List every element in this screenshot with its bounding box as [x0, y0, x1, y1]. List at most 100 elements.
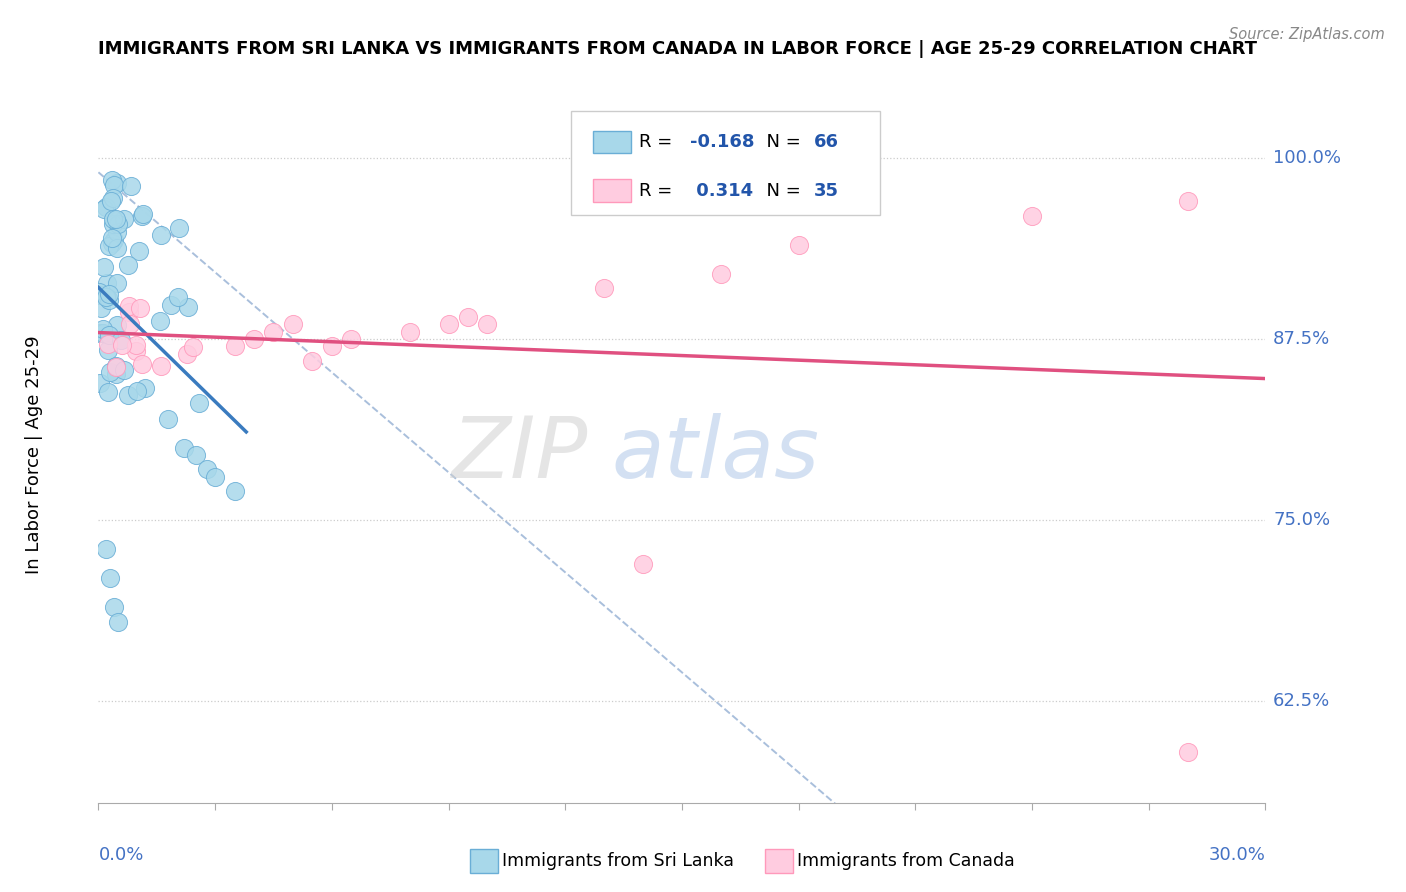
- Point: [111, 337, 134, 351]
- Text: R =: R =: [638, 133, 678, 151]
- Point: [118, 305, 141, 319]
- Text: 62.5%: 62.5%: [1274, 692, 1330, 710]
- Point: [131, 209, 153, 223]
- Point: [159, 298, 181, 312]
- Text: Immigrants from Canada: Immigrants from Canada: [797, 852, 1015, 870]
- Point: [117, 299, 139, 313]
- Text: ZIP: ZIP: [453, 413, 589, 497]
- Point: [149, 359, 172, 373]
- Point: [101, 191, 124, 205]
- Point: [183, 340, 205, 354]
- Point: [98, 286, 121, 301]
- Point: [96, 290, 118, 304]
- Point: [98, 366, 121, 380]
- Point: [103, 233, 125, 247]
- Point: [593, 281, 616, 295]
- Point: [90, 301, 112, 315]
- Point: [631, 557, 654, 571]
- Point: [262, 325, 284, 339]
- Point: [93, 202, 115, 216]
- Text: 66: 66: [814, 133, 839, 151]
- Point: [131, 357, 153, 371]
- Point: [243, 332, 266, 346]
- Point: [105, 276, 128, 290]
- Point: [103, 600, 125, 615]
- Point: [131, 207, 153, 221]
- Point: [301, 353, 323, 368]
- Point: [321, 339, 343, 353]
- Point: [96, 542, 118, 557]
- Point: [114, 212, 136, 227]
- Point: [107, 176, 129, 190]
- FancyBboxPatch shape: [571, 111, 880, 215]
- Text: IMMIGRANTS FROM SRI LANKA VS IMMIGRANTS FROM CANADA IN LABOR FORCE | AGE 25-29 C: IMMIGRANTS FROM SRI LANKA VS IMMIGRANTS …: [98, 40, 1257, 58]
- Point: [188, 395, 211, 409]
- Point: [281, 318, 304, 332]
- Point: [117, 258, 139, 272]
- Point: [93, 260, 115, 274]
- Point: [224, 339, 246, 353]
- Point: [96, 276, 118, 290]
- Point: [787, 237, 810, 252]
- Point: [195, 462, 218, 476]
- Text: 30.0%: 30.0%: [1209, 847, 1265, 864]
- Point: [173, 441, 195, 455]
- Text: N =: N =: [755, 133, 807, 151]
- Point: [157, 411, 180, 425]
- Point: [100, 173, 122, 187]
- Point: [477, 318, 499, 332]
- Point: [105, 367, 128, 381]
- Point: [184, 448, 207, 462]
- Point: [97, 384, 120, 399]
- Text: Immigrants from Sri Lanka: Immigrants from Sri Lanka: [502, 852, 734, 870]
- Point: [101, 235, 124, 250]
- Point: [97, 293, 120, 308]
- Point: [340, 332, 363, 346]
- Point: [105, 318, 128, 332]
- Point: [166, 290, 188, 304]
- Point: [107, 615, 129, 629]
- Point: [87, 285, 110, 299]
- Point: [176, 347, 198, 361]
- Point: [437, 318, 460, 332]
- Point: [100, 194, 122, 208]
- Point: [150, 228, 173, 243]
- Point: [96, 290, 118, 304]
- Point: [89, 287, 111, 301]
- Point: [125, 344, 148, 359]
- Point: [128, 244, 150, 259]
- Point: [398, 325, 420, 339]
- Point: [91, 322, 114, 336]
- Text: Source: ZipAtlas.com: Source: ZipAtlas.com: [1229, 27, 1385, 42]
- Point: [89, 326, 111, 340]
- Text: -0.168: -0.168: [690, 133, 755, 151]
- Point: [1021, 209, 1043, 223]
- Point: [89, 376, 111, 390]
- Point: [177, 300, 200, 314]
- Point: [105, 241, 128, 255]
- Point: [112, 363, 135, 377]
- FancyBboxPatch shape: [593, 131, 630, 153]
- Text: 35: 35: [814, 182, 839, 200]
- Text: 0.0%: 0.0%: [98, 847, 143, 864]
- Text: 100.0%: 100.0%: [1274, 149, 1341, 167]
- Text: 75.0%: 75.0%: [1274, 511, 1330, 529]
- Point: [224, 484, 246, 499]
- Point: [105, 225, 128, 239]
- Point: [98, 571, 121, 585]
- Point: [105, 212, 128, 227]
- Text: In Labor Force | Age 25-29: In Labor Force | Age 25-29: [25, 335, 44, 574]
- Text: atlas: atlas: [612, 413, 820, 497]
- Text: R =: R =: [638, 182, 678, 200]
- Point: [101, 211, 124, 226]
- FancyBboxPatch shape: [593, 179, 630, 202]
- Point: [97, 343, 120, 357]
- Point: [105, 359, 128, 373]
- Point: [1177, 745, 1199, 759]
- Point: [149, 314, 172, 328]
- Point: [117, 388, 139, 402]
- Point: [98, 327, 121, 342]
- Point: [1177, 194, 1199, 209]
- Point: [120, 317, 142, 331]
- Text: N =: N =: [755, 182, 807, 200]
